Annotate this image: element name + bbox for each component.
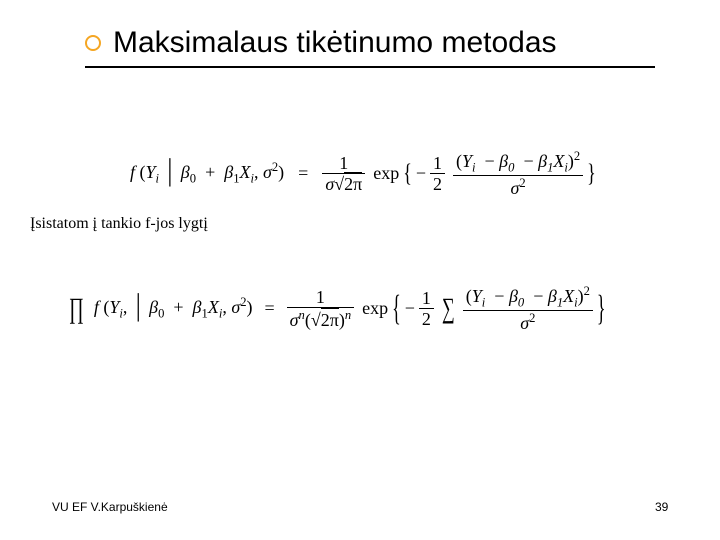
body-text-1: Įsistatom į tankio f-jos lygtį xyxy=(30,215,208,233)
footer-author: VU EF V.Karpuškienė xyxy=(52,500,168,514)
footer-page-number: 39 xyxy=(655,500,668,514)
equation-1: f (Yi │ β0 + β1Xi, σ2) = 1 σ√2π exp { − … xyxy=(130,150,596,197)
title-bullet xyxy=(85,35,101,51)
title-underline xyxy=(85,66,655,68)
equation-2: ∏ f (Yi, │ β0 + β1Xi, σ2) = 1 σn(√2π)n e… xyxy=(67,285,606,332)
slide-title: Maksimalaus tikėtinumo metodas xyxy=(113,26,557,60)
